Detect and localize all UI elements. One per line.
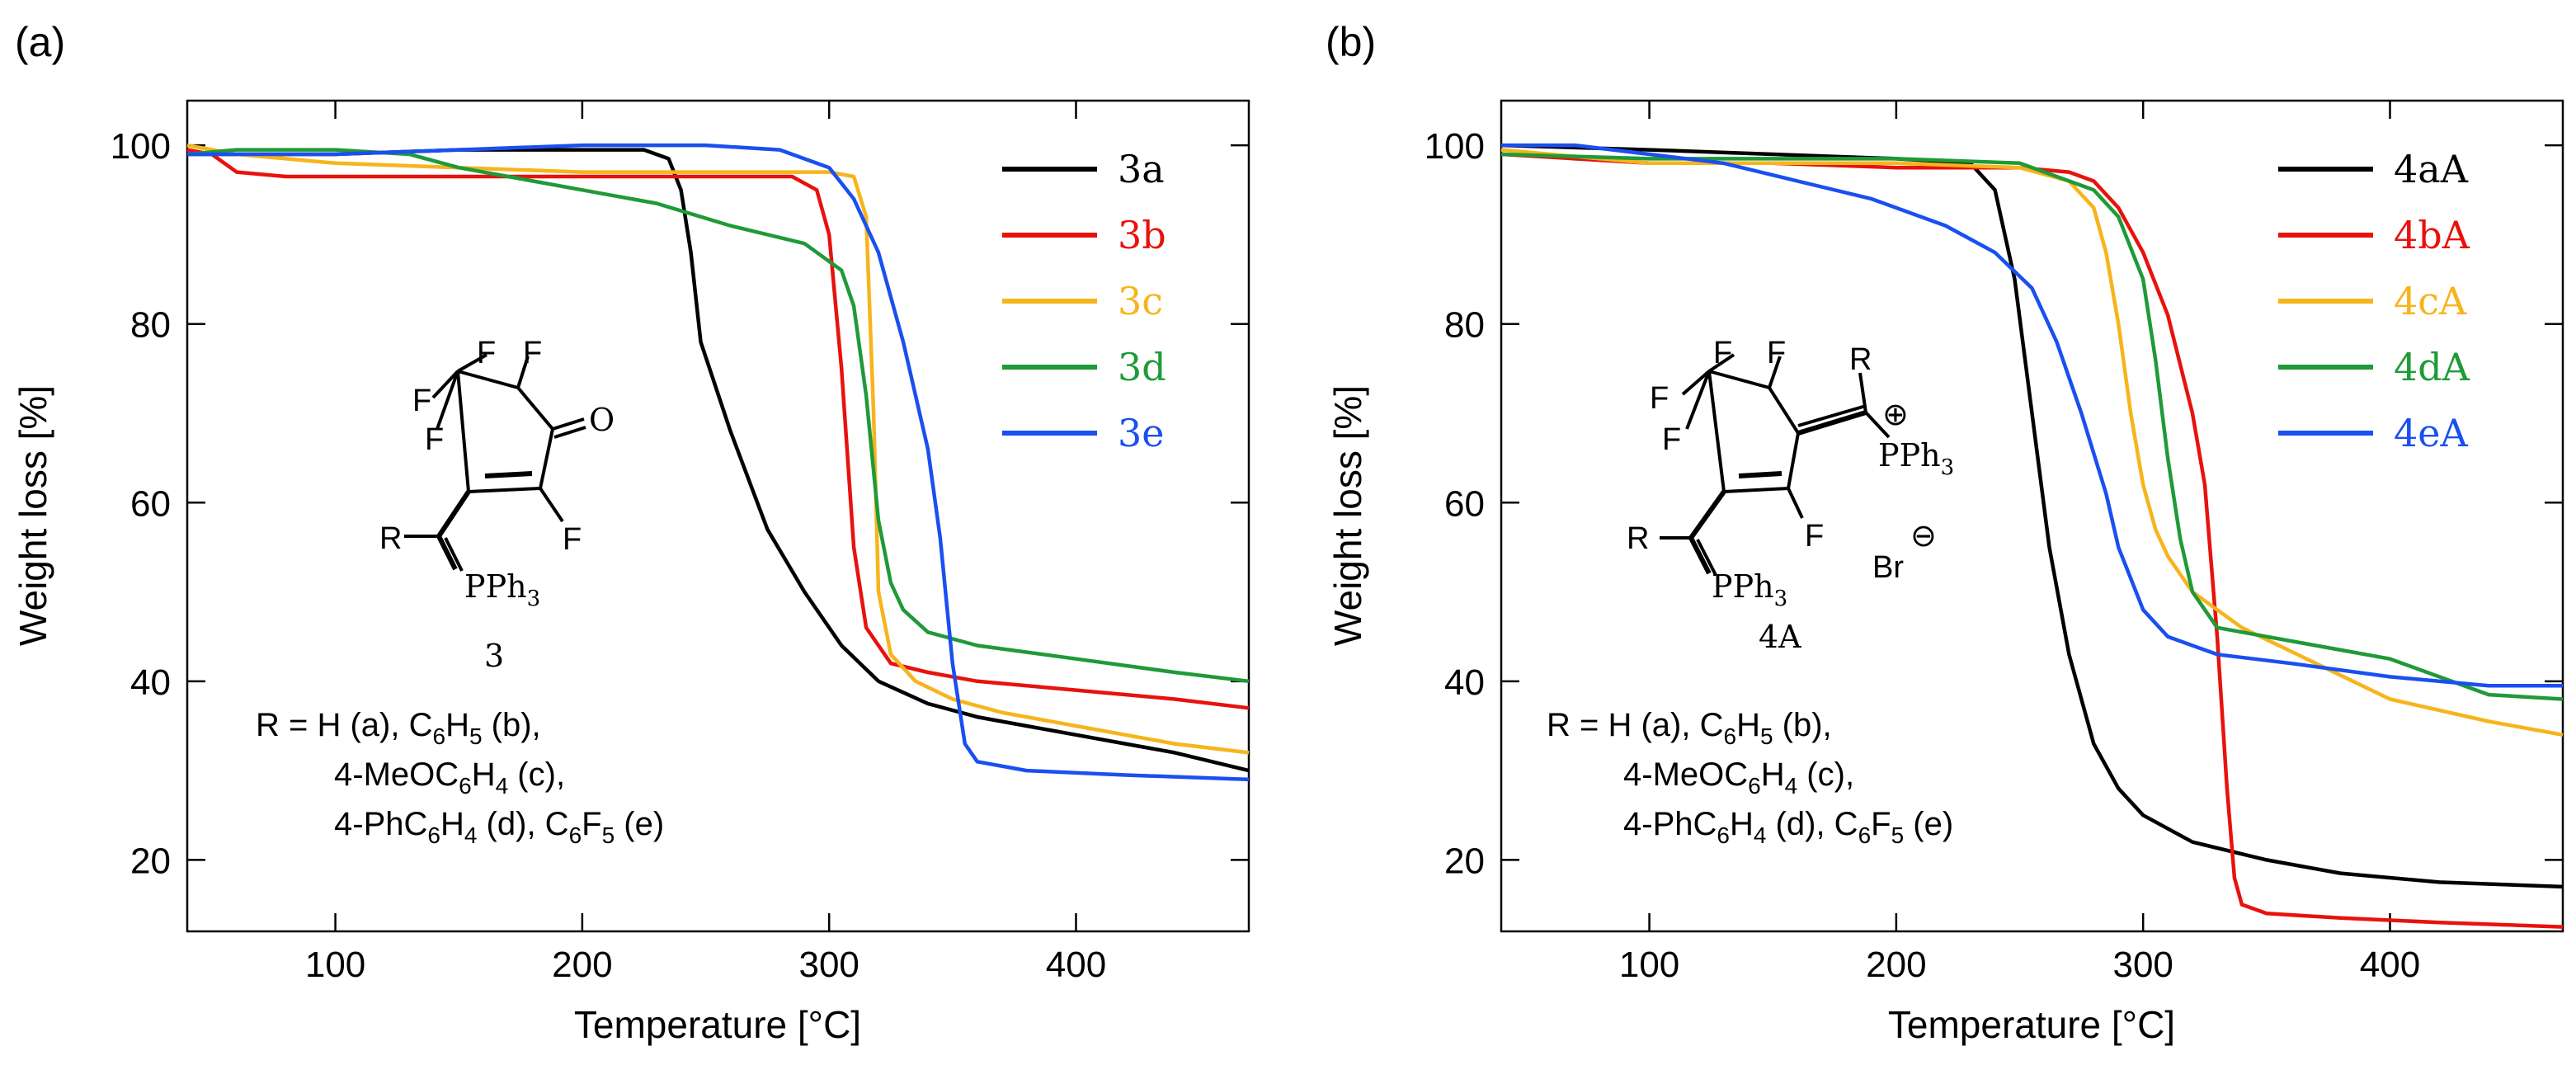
atom-label: F bbox=[425, 422, 444, 457]
x-tick-label: 300 bbox=[2112, 945, 2173, 985]
atom-label: F bbox=[1713, 336, 1732, 370]
atom-label: F bbox=[1650, 381, 1669, 416]
x-tick-label: 300 bbox=[798, 945, 859, 985]
plot-frame bbox=[1500, 99, 2564, 933]
legend-label: 3b bbox=[1118, 213, 1166, 257]
y-axis-label: Weight loss [%] bbox=[1326, 385, 1369, 646]
charge-symbol: ⊕ bbox=[1882, 398, 1909, 432]
y-tick-label: 40 bbox=[1444, 662, 1485, 703]
panel-a: (a) 100 200 300 400 20 40 60 80 100 Weight loss … bbox=[12, 19, 1250, 1046]
r-group-line-3: 4-PhC6H4 (d), C6F5 (e) bbox=[1623, 806, 1953, 848]
y-tick-label: 80 bbox=[1444, 305, 1485, 346]
structure-4a bbox=[1660, 353, 1891, 576]
structure-3-labels: F F F F O F R PPh3 3 R = H (a), C6H5 (b)… bbox=[256, 336, 664, 848]
series-line-4dA bbox=[1500, 152, 2564, 701]
y-tick-label: 60 bbox=[130, 483, 171, 524]
legend-label: 3e bbox=[1118, 411, 1165, 455]
atom-label: F bbox=[563, 522, 582, 557]
series-line-3c bbox=[186, 143, 1250, 755]
legend-label: 4dA bbox=[2394, 345, 2470, 389]
plot-frame bbox=[186, 99, 1250, 933]
x-tick-label: 100 bbox=[305, 945, 365, 985]
y-axis-label: Weight loss [%] bbox=[12, 385, 54, 646]
x-tick-label: 200 bbox=[1866, 945, 1926, 985]
legend-label: 3c bbox=[1118, 279, 1163, 323]
atom-label: F bbox=[477, 336, 496, 370]
series-line-3a bbox=[187, 148, 1250, 773]
series-lines bbox=[186, 143, 1250, 782]
r-group-line-1: R = H (a), C6H5 (b), bbox=[256, 707, 541, 749]
atom-label: R bbox=[379, 521, 402, 556]
structure-3 bbox=[404, 353, 586, 572]
y-tick-label: 20 bbox=[1444, 841, 1485, 881]
y-tick-label: 100 bbox=[111, 126, 171, 167]
x-tick-label: 400 bbox=[1046, 945, 1106, 985]
y-tick-label: 40 bbox=[130, 662, 171, 703]
r-group-line-1: R = H (a), C6H5 (b), bbox=[1547, 707, 1832, 749]
legend-label: 3a bbox=[1118, 147, 1165, 191]
atom-label: F bbox=[1767, 336, 1786, 370]
legend-label: 4aA bbox=[2394, 147, 2469, 191]
series-line-4bA bbox=[1500, 152, 2564, 929]
series-line-3b bbox=[186, 148, 1250, 710]
x-axis-label: Temperature [°C] bbox=[574, 1003, 861, 1046]
y-tick-label: 60 bbox=[1444, 483, 1485, 524]
x-tick-label: 100 bbox=[1619, 945, 1679, 985]
panel-label: (a) bbox=[15, 19, 65, 65]
legend: 3a 3b 3c 3d 3e bbox=[1002, 147, 1166, 455]
series-line-4cA bbox=[1500, 148, 2564, 737]
atom-label: R bbox=[1849, 342, 1872, 377]
atom-label: PPh3 bbox=[464, 568, 540, 611]
atom-label: PPh3 bbox=[1878, 437, 1954, 480]
legend-label: 4eA bbox=[2394, 411, 2468, 455]
atom-label: F bbox=[1805, 519, 1824, 554]
r-group-line-2: 4-MeOC6H4 (c), bbox=[1623, 756, 1854, 799]
series-line-3e bbox=[187, 143, 1250, 782]
axis-ticks: 100 200 300 400 20 40 60 80 100 bbox=[111, 101, 1249, 985]
charge-symbol: ⊖ bbox=[1910, 519, 1937, 554]
atom-label: R bbox=[1627, 521, 1649, 556]
counter-ion: Br bbox=[1872, 550, 1904, 585]
y-tick-label: 20 bbox=[130, 841, 171, 881]
atom-label: F bbox=[412, 384, 431, 418]
legend-label: 3d bbox=[1118, 345, 1166, 389]
r-group-line-2: 4-MeOC6H4 (c), bbox=[334, 756, 565, 799]
x-tick-label: 200 bbox=[552, 945, 612, 985]
panel-b: (b) 100 200 300 400 20 40 60 80 100 Weight loss … bbox=[1326, 19, 2564, 1046]
structure-label: 3 bbox=[484, 638, 504, 674]
series-line-4eA bbox=[1501, 143, 2563, 688]
atom-label: PPh3 bbox=[1712, 568, 1787, 611]
structure-4a-labels: F F F F R ⊕ PPh3 F R PPh3 Br ⊖ 4A R = H … bbox=[1547, 336, 1954, 848]
legend-label: 4cA bbox=[2394, 279, 2467, 323]
atom-label: O bbox=[589, 402, 615, 438]
y-tick-label: 80 bbox=[130, 305, 171, 346]
x-tick-label: 400 bbox=[2360, 945, 2420, 985]
series-lines bbox=[1500, 143, 2564, 929]
legend-label: 4bA bbox=[2394, 213, 2470, 257]
y-tick-label: 100 bbox=[1425, 126, 1485, 167]
axis-ticks: 100 200 300 400 20 40 60 80 100 bbox=[1425, 101, 2563, 985]
x-axis-label: Temperature [°C] bbox=[1888, 1003, 2175, 1046]
atom-label: F bbox=[523, 336, 542, 370]
structure-label: 4A bbox=[1759, 619, 1801, 655]
r-group-line-3: 4-PhC6H4 (d), C6F5 (e) bbox=[334, 806, 664, 848]
series-line-3d bbox=[186, 148, 1250, 684]
legend: 4aA 4bA 4cA 4dA 4eA bbox=[2278, 147, 2470, 455]
atom-label: F bbox=[1662, 422, 1681, 457]
panel-label: (b) bbox=[1326, 19, 1376, 65]
